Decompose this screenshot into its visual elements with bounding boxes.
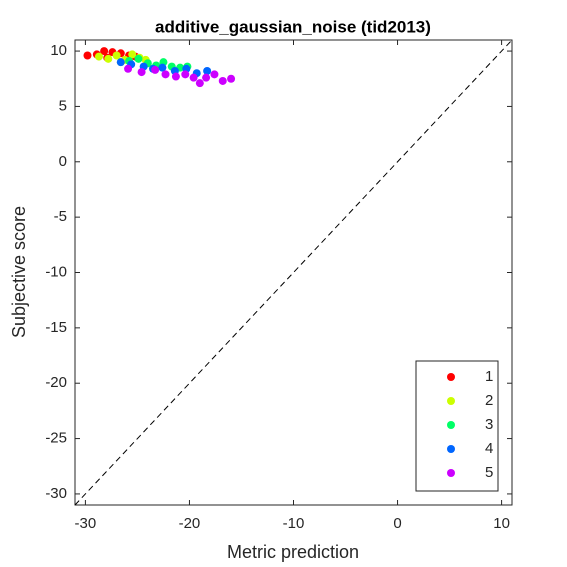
point [112, 51, 121, 60]
point [171, 72, 180, 81]
y-axis-label: Subjective score [9, 206, 29, 338]
legend-marker [447, 421, 455, 429]
y-tick-label: 10 [50, 42, 67, 59]
identity-line [74, 39, 513, 506]
point [161, 70, 170, 79]
x-tick-label: 10 [493, 515, 510, 532]
legend-label: 1 [485, 368, 493, 385]
point [151, 65, 160, 74]
point [210, 70, 219, 79]
legend-label: 3 [485, 416, 493, 433]
legend-box [415, 360, 499, 492]
legend-marker [447, 373, 455, 381]
y-tick-label: 5 [59, 97, 67, 114]
point [83, 51, 92, 60]
point [202, 73, 211, 82]
point [203, 67, 212, 75]
x-tick-label: -10 [283, 515, 305, 532]
y-tick-label: 0 [59, 153, 67, 170]
point [181, 70, 190, 79]
y-tick-label: -30 [45, 485, 67, 502]
point [195, 79, 204, 88]
x-tick-label: -30 [75, 515, 97, 532]
y-tick-label: -20 [45, 374, 67, 391]
legend-marker [447, 397, 455, 405]
point [137, 68, 146, 77]
point [218, 76, 227, 85]
point [116, 58, 125, 67]
legend-marker [447, 469, 455, 477]
point [94, 52, 103, 61]
x-tick-label: -20 [179, 515, 201, 532]
point [134, 54, 143, 63]
x-tick-label: 0 [393, 515, 401, 532]
y-tick-label: -15 [45, 319, 67, 336]
x-axis-label: Metric prediction [227, 542, 359, 562]
point [227, 74, 236, 83]
y-tick-label: -10 [45, 263, 67, 280]
y-tick-label: -25 [45, 430, 67, 447]
point [100, 47, 109, 56]
legend-label: 5 [485, 464, 493, 481]
legend-label: 2 [485, 392, 493, 409]
point [104, 54, 113, 63]
point [189, 73, 198, 82]
point [128, 50, 137, 59]
legend-label: 4 [485, 440, 493, 457]
chart-title: additive_gaussian_noise (tid2013) [155, 17, 431, 36]
legend-marker [447, 445, 455, 453]
point [158, 63, 167, 72]
y-tick-label: -5 [54, 208, 67, 225]
point [124, 64, 133, 73]
